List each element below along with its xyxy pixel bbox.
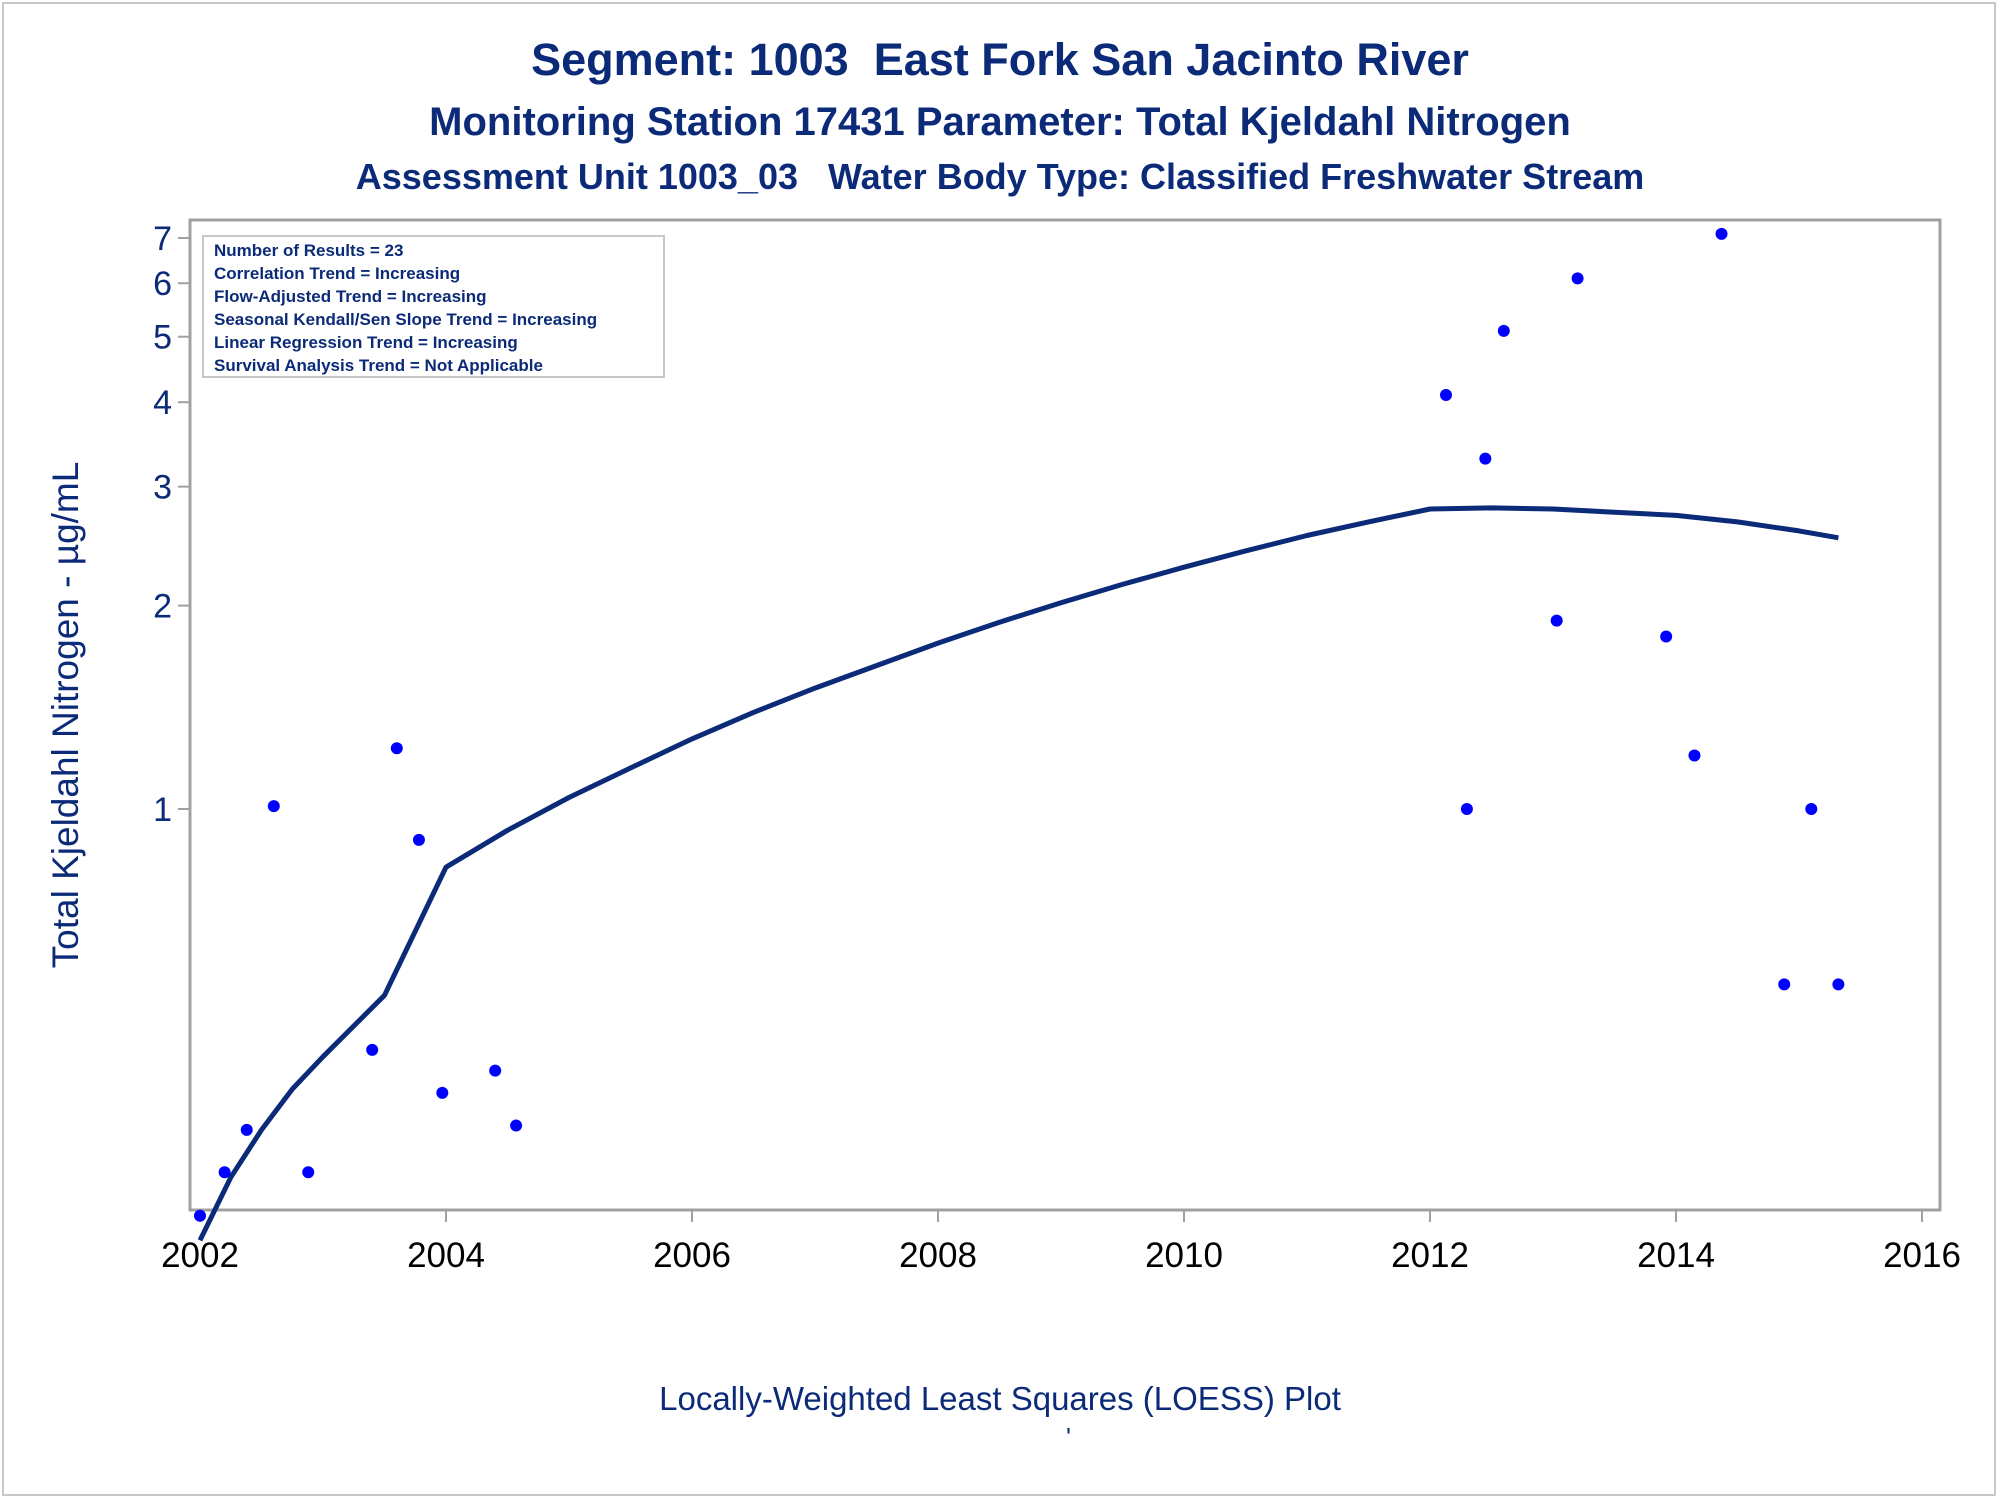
stats-line: Number of Results = 23	[214, 241, 403, 260]
y-tick-label: 4	[153, 384, 172, 422]
data-point	[194, 1209, 206, 1222]
data-point	[240, 1123, 253, 1136]
data-point	[1497, 324, 1510, 337]
data-point	[1439, 388, 1452, 401]
stats-line: Survival Analysis Trend = Not Applicable	[214, 356, 543, 375]
data-point	[1550, 614, 1563, 627]
data-points-layer	[194, 227, 1845, 1222]
y-axis: 1 2 3 4 5 6 7	[153, 220, 190, 829]
stats-line: Seasonal Kendall/Sen Slope Trend = Incre…	[214, 310, 597, 329]
stats-line: Linear Regression Trend = Increasing	[214, 333, 518, 352]
plot-area	[188, 218, 1942, 1212]
y-tick-label: 5	[153, 319, 172, 357]
x-tick-label: 2010	[1145, 1236, 1223, 1275]
stats-box-border	[202, 235, 665, 378]
y-tick-label: 2	[153, 588, 172, 626]
loess-curve-layer	[197, 505, 1839, 1242]
y-tick-label: 7	[153, 220, 172, 258]
x-tick-label: 2002	[161, 1236, 239, 1275]
data-point	[1660, 630, 1673, 643]
data-point	[267, 800, 280, 813]
data-point	[489, 1064, 502, 1077]
x-tick-label: 2016	[1883, 1236, 1961, 1275]
data-point	[1479, 452, 1492, 465]
data-point	[1805, 803, 1818, 815]
x-tick-label: 2006	[653, 1236, 731, 1275]
data-point	[302, 1166, 315, 1179]
stats-line: Correlation Trend = Increasing	[214, 264, 460, 283]
y-tick-label: 1	[153, 791, 172, 829]
data-point	[436, 1086, 449, 1099]
chart-title: Segment: 1003 East Fork San Jacinto Rive…	[531, 34, 1469, 85]
chart-subtitle-2: Assessment Unit 1003_03 Water Body Type:…	[355, 156, 1645, 197]
chart-subtitle: Monitoring Station 17431 Parameter: Tota…	[429, 100, 1571, 144]
data-point	[1778, 978, 1791, 991]
footnote: Locally-Weighted Least Squares (LOESS) P…	[659, 1380, 1341, 1417]
data-point	[1832, 978, 1845, 991]
x-tick-label: 2008	[899, 1236, 977, 1275]
loess-curve	[197, 505, 1839, 1242]
x-tick-label: 2014	[1637, 1236, 1715, 1275]
data-point	[1715, 227, 1728, 240]
data-point	[390, 742, 403, 755]
y-tick-label: 6	[153, 265, 172, 303]
data-point	[366, 1043, 379, 1056]
x-axis: 2002 2004 2006 2008 2010 2012 2014 2016	[161, 1210, 1961, 1275]
trend-stats-box: Number of Results = 23 Correlation Trend …	[202, 235, 665, 378]
y-axis-label: Total Kjeldahl Nitrogen - µg/mL	[45, 462, 86, 969]
y-tick-label: 3	[153, 469, 172, 507]
x-tick-label: 2012	[1391, 1236, 1469, 1275]
footnote-mark: '	[1066, 1422, 1071, 1452]
data-point	[1688, 749, 1701, 762]
data-point	[510, 1119, 523, 1132]
data-point	[218, 1166, 231, 1179]
x-tick-label: 2004	[407, 1236, 485, 1275]
data-point	[1571, 272, 1584, 285]
data-point	[1460, 803, 1473, 815]
data-point	[412, 833, 425, 846]
stats-line: Flow-Adjusted Trend = Increasing	[214, 287, 487, 306]
